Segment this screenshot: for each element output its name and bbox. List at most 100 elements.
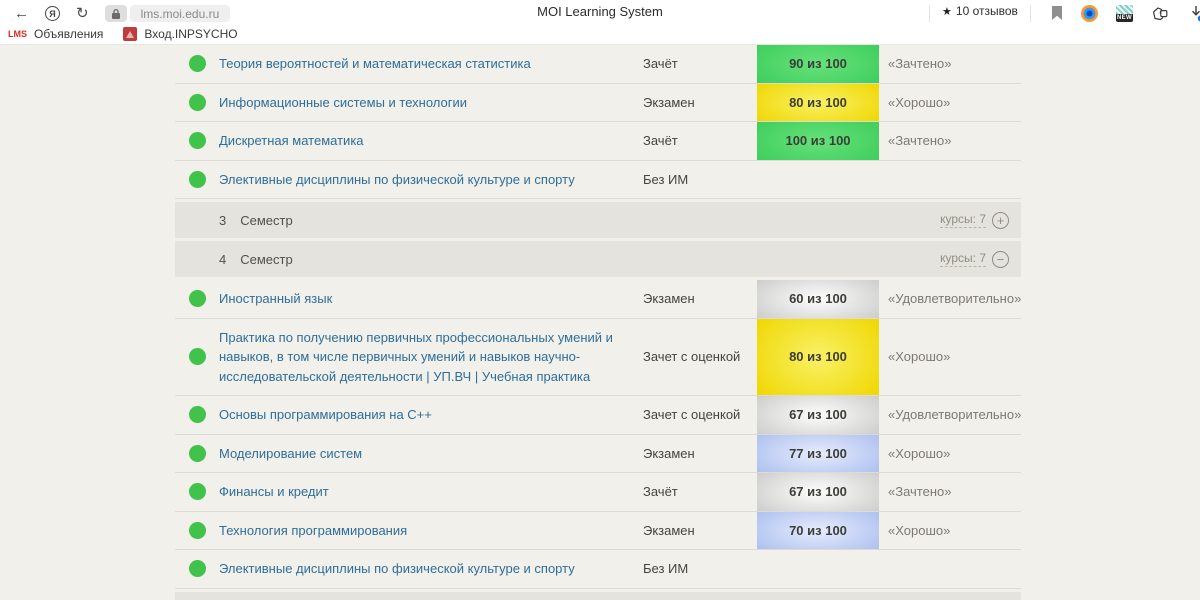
course-row: Основы программирования на C++ Зачет с о…	[175, 396, 1021, 435]
control-type-label: Экзамен	[643, 94, 695, 110]
status-cell	[175, 483, 219, 501]
bookmarks-bar: LMS Объявления Вход.INPSYCHO	[0, 24, 1200, 44]
page-content: Теория вероятностей и математическая ста…	[0, 45, 1200, 600]
score-badge: 90 из 100	[757, 45, 879, 83]
star-icon: ★	[942, 5, 952, 18]
semester-label: Семестр	[240, 251, 293, 267]
new-extension-icon: NEW	[1116, 5, 1133, 22]
control-type-label: Экзамен	[643, 291, 695, 307]
browser-logo-icon[interactable]: Я	[45, 6, 60, 21]
status-cell	[175, 93, 219, 111]
status-cell	[175, 55, 219, 73]
course-name-link[interactable]: Информационные системы и технологии	[219, 94, 467, 110]
courses-count-link[interactable]: курсы: 7	[940, 212, 986, 228]
control-type-label: Зачёт	[643, 133, 678, 149]
course-row: Финансы и кредит Зачёт 67 из 100 «Зачтен…	[175, 473, 1021, 512]
status-cell	[175, 170, 219, 188]
rating-bar-positive	[941, 20, 1001, 23]
reviews-count-label: 10 отзывов	[955, 4, 1018, 18]
course-name-link[interactable]: Иностранный язык	[219, 291, 333, 306]
toolbar-divider	[1030, 5, 1031, 22]
course-row: Технология программирования Экзамен 70 и…	[175, 511, 1021, 550]
control-type-label: Экзамен	[643, 522, 695, 538]
course-row: Дискретная математика Зачёт 100 из 100 «…	[175, 122, 1021, 161]
site-reviews-button[interactable]: ★ 10 отзывов	[941, 4, 1019, 23]
course-row: Теория вероятностей и математическая ста…	[175, 45, 1021, 84]
page-title: MOI Learning System	[537, 4, 663, 19]
score-cell: 100 из 100	[757, 122, 879, 160]
score-badge: 60 из 100	[757, 280, 879, 318]
new-badge: NEW	[1116, 14, 1133, 22]
extension-button[interactable]	[1081, 5, 1098, 22]
course-row: Практика по получению первичных професси…	[175, 318, 1021, 396]
address-bar[interactable]: lms.moi.edu.ru	[129, 5, 231, 22]
grade-label: «Зачтено»	[888, 133, 952, 149]
semester-header-row[interactable]: 5 Семестр курсы: 8 +	[175, 591, 1021, 600]
control-type-label: Зачет с оценкой	[643, 407, 741, 423]
course-row: Информационные системы и технологии Экза…	[175, 83, 1021, 122]
score-badge: 80 из 100	[757, 318, 879, 395]
bookmark-flag-icon	[1052, 6, 1062, 20]
grade-label: «Хорошо»	[888, 94, 951, 110]
score-cell: 80 из 100	[757, 318, 879, 395]
course-status-dot	[188, 55, 206, 73]
control-type-label: Зачёт	[643, 484, 678, 500]
lms-favicon: LMS	[8, 29, 27, 39]
semester-header-row[interactable]: 3 Семестр курсы: 7 +	[175, 202, 1021, 238]
course-name-link[interactable]: Дискретная математика	[219, 133, 364, 148]
back-icon[interactable]: ←	[14, 5, 29, 22]
score-cell: 70 из 100	[757, 511, 879, 549]
score-cell	[757, 550, 879, 588]
semester-number: 4	[219, 251, 227, 267]
toolbar-right-group: ★ 10 отзывов NEW	[918, 4, 1200, 23]
status-cell	[175, 132, 219, 150]
semester-label: Семестр	[240, 212, 293, 228]
status-cell	[175, 444, 219, 462]
grades-table: Теория вероятностей и математическая ста…	[175, 45, 1021, 600]
bookmark-item-announcements[interactable]: LMS Объявления	[8, 27, 103, 41]
bookmark-page-button[interactable]	[1051, 6, 1063, 21]
course-status-dot	[188, 93, 206, 111]
extension-circle-icon	[1081, 5, 1098, 22]
collapse-icon[interactable]: −	[992, 250, 1009, 268]
course-status-dot	[188, 170, 206, 188]
course-name-link[interactable]: Финансы и кредит	[219, 484, 329, 499]
course-name-link[interactable]: Практика по получению первичных професси…	[219, 329, 613, 384]
control-type-label: Зачёт	[643, 56, 678, 72]
market-extension-button[interactable]: NEW	[1116, 5, 1133, 22]
browser-toolbar: ← Я ↻ lms.moi.edu.ru MOI Learning System…	[0, 0, 1200, 24]
grade-label: «Хорошо»	[888, 522, 951, 538]
course-name-link[interactable]: Элективные дисциплины по физической куль…	[219, 561, 575, 576]
hand-extension-button[interactable]	[1151, 6, 1169, 22]
expand-icon[interactable]: +	[992, 211, 1009, 229]
bookmark-item-login[interactable]: Вход.INPSYCHO	[123, 27, 238, 41]
score-cell: 80 из 100	[757, 83, 879, 121]
score-badge: 67 из 100	[757, 473, 879, 511]
grade-label: «Хорошо»	[888, 445, 951, 461]
course-name-link[interactable]: Теория вероятностей и математическая ста…	[219, 56, 531, 71]
course-name-link[interactable]: Основы программирования на C++	[219, 407, 432, 422]
status-cell	[175, 290, 219, 308]
status-cell	[175, 348, 219, 366]
score-cell: 77 из 100	[757, 434, 879, 472]
control-type-label: Без ИМ	[643, 561, 689, 577]
site-security-button[interactable]	[104, 5, 127, 22]
downloads-button[interactable]	[1187, 5, 1200, 22]
course-name-link[interactable]: Моделирование систем	[219, 445, 363, 461]
triangle-favicon	[123, 27, 138, 41]
course-name-link[interactable]: Элективные дисциплины по физической куль…	[219, 171, 575, 187]
course-status-dot	[188, 406, 206, 424]
semester-header-row[interactable]: 4 Семестр курсы: 7 −	[175, 241, 1021, 277]
rating-bar-negative	[1001, 20, 1019, 23]
score-badge: 77 из 100	[757, 434, 879, 472]
courses-count-link[interactable]: курсы: 7	[940, 251, 986, 267]
score-cell: 90 из 100	[757, 45, 879, 83]
score-badge: 80 из 100	[757, 83, 879, 121]
score-badge: 100 из 100	[757, 122, 879, 160]
refresh-icon[interactable]: ↻	[76, 5, 89, 22]
course-name-link[interactable]: Технология программирования	[219, 522, 408, 538]
score-cell	[757, 161, 879, 199]
toolbar-divider	[929, 5, 930, 22]
control-type-label: Экзамен	[643, 445, 695, 461]
status-cell	[175, 521, 219, 539]
